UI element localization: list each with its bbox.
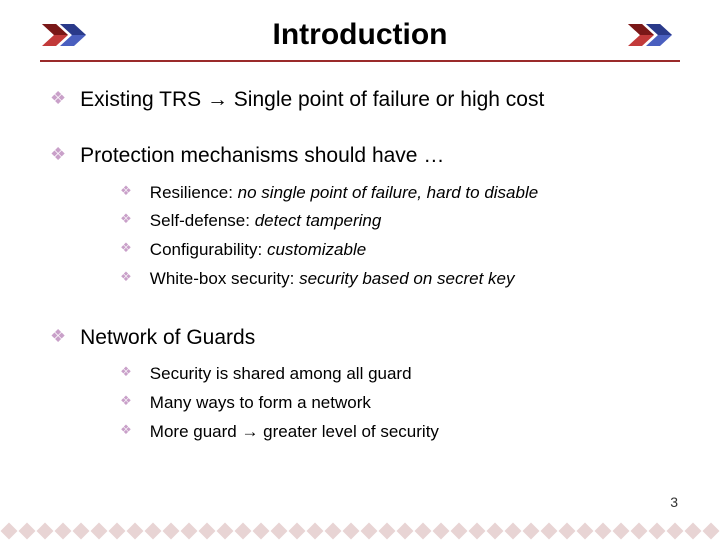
footer-diamond-icon — [216, 522, 234, 540]
bullet-text-l2: White-box security: security based on se… — [150, 267, 515, 291]
diamond-bullet-icon: ❖ — [50, 324, 66, 349]
footer-diamond-icon — [648, 522, 666, 540]
footer-pattern — [0, 522, 720, 540]
footer-diamond-icon — [360, 522, 378, 540]
bullet-item-l2: ❖ Resilience: no single point of failure,… — [120, 181, 670, 205]
footer-diamond-icon — [252, 522, 270, 540]
footer-diamond-icon — [630, 522, 648, 540]
diamond-bullet-icon: ❖ — [120, 181, 132, 202]
footer-diamond-icon — [684, 522, 702, 540]
bullet-text-l2: Security is shared among all guard — [150, 362, 412, 386]
footer-diamond-icon — [468, 522, 486, 540]
footer-diamond-icon — [126, 522, 144, 540]
footer-diamond-icon — [396, 522, 414, 540]
bullet-item-l1: ❖ Protection mechanisms should have … ❖ Res… — [50, 142, 670, 296]
diamond-bullet-icon: ❖ — [50, 86, 66, 111]
bullet-text-l2: More guard → greater level of security — [150, 420, 439, 444]
bullet-text-l2: Many ways to form a network — [150, 391, 371, 415]
bullet-text-l1: Existing TRS → Single point of failure o… — [80, 86, 670, 114]
bullet-item-l2: ❖ Configurability: customizable — [120, 238, 670, 262]
bullet-item-l1: ❖ Existing TRS → Single point of failure … — [50, 86, 670, 114]
diamond-bullet-icon: ❖ — [120, 238, 132, 259]
diamond-bullet-icon: ❖ — [120, 209, 132, 230]
footer-diamond-icon — [576, 522, 594, 540]
diamond-bullet-icon: ❖ — [50, 142, 66, 167]
footer-diamond-icon — [0, 522, 18, 540]
diamond-bullet-icon: ❖ — [120, 420, 132, 441]
bullet-item-l2: ❖ Self-defense: detect tampering — [120, 209, 670, 233]
diamond-bullet-icon: ❖ — [120, 362, 132, 383]
bullet-text-l1: Network of Guards — [80, 324, 670, 352]
slide-title: Introduction — [94, 18, 626, 52]
footer-diamond-icon — [702, 522, 720, 540]
footer-diamond-icon — [666, 522, 684, 540]
bullet-text-l2: Self-defense: detect tampering — [150, 209, 382, 233]
bullet-text-l2: Resilience: no single point of failure, … — [150, 181, 538, 205]
bullet-item-l2: ❖ Security is shared among all guard — [120, 362, 670, 386]
footer-diamond-icon — [594, 522, 612, 540]
footer-diamond-icon — [342, 522, 360, 540]
footer-diamond-icon — [504, 522, 522, 540]
footer-diamond-icon — [108, 522, 126, 540]
footer-diamond-icon — [558, 522, 576, 540]
slide-header: Introduction — [0, 0, 720, 52]
footer-diamond-icon — [234, 522, 252, 540]
footer-diamond-icon — [288, 522, 306, 540]
footer-diamond-icon — [324, 522, 342, 540]
footer-diamond-icon — [18, 522, 36, 540]
footer-diamond-icon — [450, 522, 468, 540]
footer-diamond-icon — [144, 522, 162, 540]
diamond-bullet-icon: ❖ — [120, 391, 132, 412]
footer-diamond-icon — [36, 522, 54, 540]
footer-diamond-icon — [414, 522, 432, 540]
bullet-item-l1: ❖ Network of Guards ❖ Security is shared am… — [50, 324, 670, 449]
footer-diamond-icon — [612, 522, 630, 540]
footer-diamond-icon — [162, 522, 180, 540]
sub-list: ❖ Security is shared among all guard ❖ Many… — [120, 362, 670, 443]
diamond-bullet-icon: ❖ — [120, 267, 132, 288]
footer-diamond-icon — [486, 522, 504, 540]
footer-diamond-icon — [540, 522, 558, 540]
footer-diamond-icon — [180, 522, 198, 540]
footer-diamond-icon — [522, 522, 540, 540]
bullet-item-l2: ❖ Many ways to form a network — [120, 391, 670, 415]
slide-body: ❖ Existing TRS → Single point of failure … — [0, 62, 720, 449]
footer-diamond-icon — [72, 522, 90, 540]
footer-diamond-icon — [270, 522, 288, 540]
footer-diamond-icon — [306, 522, 324, 540]
footer-diamond-icon — [432, 522, 450, 540]
bullet-text-l1: Protection mechanisms should have … — [80, 142, 670, 170]
bullet-item-l2: ❖ White-box security: security based on s… — [120, 267, 670, 291]
footer-diamond-icon — [54, 522, 72, 540]
bullet-item-l2: ❖ More guard → greater level of security — [120, 420, 670, 444]
footer-diamond-icon — [90, 522, 108, 540]
page-number: 3 — [670, 494, 678, 510]
footer-diamond-icon — [198, 522, 216, 540]
bullet-text-l2: Configurability: customizable — [150, 238, 366, 262]
chevron-logo-left — [40, 18, 94, 52]
sub-list: ❖ Resilience: no single point of failure,… — [120, 181, 670, 291]
footer-diamond-icon — [378, 522, 396, 540]
chevron-logo-right — [626, 18, 680, 52]
